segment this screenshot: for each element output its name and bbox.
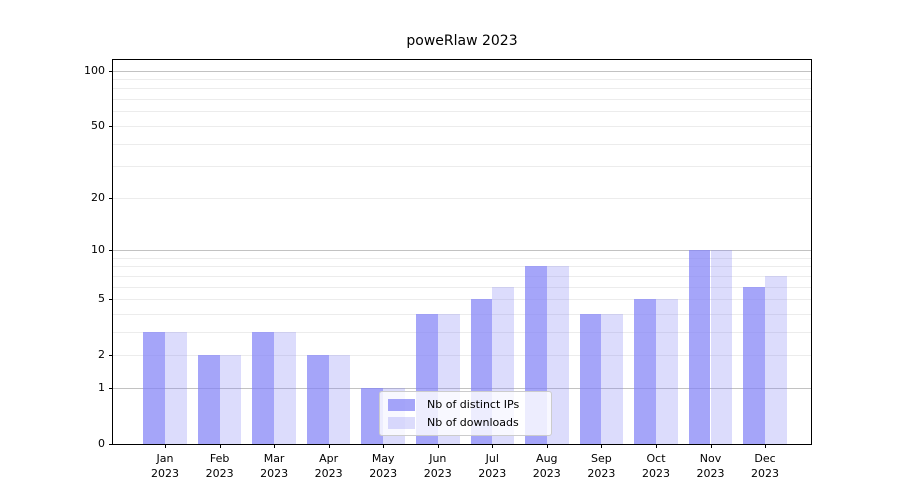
bar-nb-of-distinct-ips-dec	[743, 286, 766, 444]
legend-swatch-downloads	[388, 416, 415, 429]
bar-nb-of-distinct-ips-apr	[306, 355, 329, 444]
y-tick-100	[109, 70, 113, 72]
bar-nb-of-distinct-ips-oct	[634, 299, 656, 444]
legend-item-distinct-ips: Nb of distinct IPs	[386, 398, 545, 411]
x-tick-label-may: May 2023	[369, 452, 398, 480]
bar-nb-of-downloads-jan	[165, 331, 187, 444]
gridline-major-10	[113, 249, 811, 251]
gridline-minor-7	[113, 275, 811, 277]
legend-label-distinct-ips: Nb of distinct IPs	[427, 398, 520, 411]
legend-swatch-distinct-ips	[388, 398, 415, 411]
x-tick-dec	[765, 444, 766, 448]
gridline-minor-40	[113, 143, 811, 145]
y-tick-10	[109, 249, 113, 251]
x-tick-feb	[219, 444, 221, 448]
chart-title: poweRlaw 2023	[406, 33, 518, 49]
gridline-minor-70	[113, 99, 811, 100]
gridline-minor-80	[113, 88, 811, 90]
legend-label-downloads: Nb of downloads	[427, 416, 519, 429]
bar-nb-of-downloads-aug	[546, 266, 569, 444]
y-tick-20	[109, 197, 113, 199]
y-tick-0	[109, 444, 113, 445]
bar-nb-of-downloads-mar	[274, 331, 296, 444]
legend-item-downloads: Nb of downloads	[386, 416, 545, 429]
gridline-major-1	[113, 387, 811, 389]
y-tick-50	[109, 125, 113, 127]
bar-nb-of-downloads-sep	[601, 313, 624, 444]
gridline-minor-4	[113, 313, 811, 315]
y-tick-label-5: 5	[98, 292, 105, 305]
x-tick-label-feb: Feb 2023	[205, 452, 234, 480]
bar-nb-of-distinct-ips-mar	[252, 331, 275, 444]
gridline-minor-5	[113, 299, 811, 300]
x-tick-label-jul: Jul 2023	[478, 452, 507, 480]
x-tick-label-nov: Nov 2023	[696, 452, 725, 480]
bar-nb-of-downloads-dec	[765, 275, 787, 444]
gridline-minor-9	[113, 257, 811, 259]
x-tick-label-oct: Oct 2023	[642, 452, 670, 480]
bar-nb-of-downloads-oct	[656, 299, 678, 444]
y-tick-label-2: 2	[98, 348, 105, 362]
gridline-minor-50	[113, 125, 811, 127]
x-tick-mar	[274, 444, 276, 448]
y-tick-label-0: 0	[98, 437, 105, 450]
x-tick-sep	[601, 444, 603, 448]
x-tick-label-dec: Dec 2023	[751, 452, 779, 480]
y-tick-1	[109, 387, 113, 389]
bar-nb-of-distinct-ips-sep	[579, 313, 602, 444]
y-tick-5	[109, 299, 113, 300]
bar-nb-of-distinct-ips-jan	[143, 331, 165, 444]
x-tick-label-jun: Jun 2023	[423, 452, 452, 480]
bar-nb-of-downloads-nov	[710, 249, 733, 444]
gridline-major-100	[113, 70, 811, 72]
x-tick-apr	[328, 444, 330, 448]
x-tick-label-jan: Jan 2023	[151, 452, 179, 480]
bar-nb-of-downloads-feb	[219, 355, 242, 444]
x-tick-nov	[710, 444, 712, 448]
bar-nb-of-distinct-ips-may	[361, 387, 384, 444]
y-tick-label-50: 50	[91, 118, 105, 132]
y-tick-label-20: 20	[91, 190, 105, 204]
x-tick-label-sep: Sep 2023	[587, 452, 616, 480]
bar-nb-of-downloads-apr	[328, 355, 351, 444]
gridline-minor-2	[113, 355, 811, 357]
x-tick-oct	[656, 444, 657, 448]
gridline-minor-90	[113, 78, 811, 80]
bar-nb-of-distinct-ips-nov	[688, 249, 711, 444]
y-tick-2	[109, 355, 113, 357]
gridline-minor-3	[113, 331, 811, 333]
x-tick-aug	[546, 444, 548, 448]
y-tick-label-100: 100	[84, 63, 105, 77]
x-tick-label-apr: Apr 2023	[314, 452, 343, 480]
bar-nb-of-distinct-ips-feb	[197, 355, 220, 444]
y-tick-label-10: 10	[91, 242, 105, 256]
x-tick-may	[383, 444, 385, 448]
gridline-minor-20	[113, 197, 811, 199]
legend: Nb of distinct IPs Nb of downloads	[379, 391, 552, 436]
x-tick-label-aug: Aug 2023	[532, 452, 561, 480]
x-tick-jun	[437, 444, 439, 448]
gridline-minor-8	[113, 266, 811, 268]
gridline-minor-6	[113, 286, 811, 288]
x-tick-jan	[165, 444, 166, 448]
y-tick-label-1: 1	[98, 380, 105, 394]
gridline-minor-60	[113, 111, 811, 113]
x-tick-jul	[492, 444, 494, 448]
x-tick-label-mar: Mar 2023	[260, 452, 289, 480]
gridline-minor-30	[113, 166, 811, 168]
